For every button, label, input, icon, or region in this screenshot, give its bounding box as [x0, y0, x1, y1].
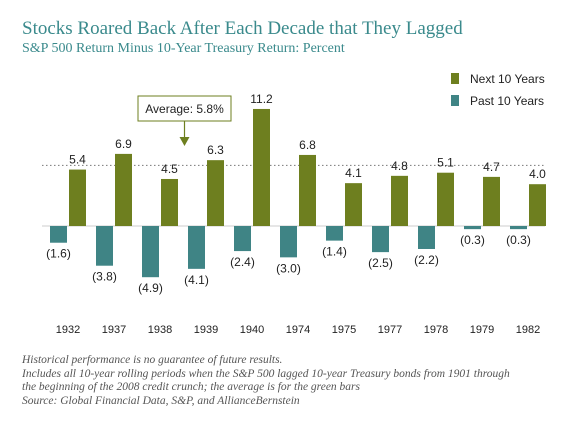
label-next-1974: 6.8	[299, 138, 316, 152]
footnote-method-2: the beginning of the 2008 credit crunch;…	[22, 381, 361, 393]
bar-next-1939	[207, 160, 224, 226]
average-callout-box	[137, 95, 232, 122]
legend-swatch-next	[451, 73, 459, 84]
average-callout-label: Average: 5.8%	[145, 102, 224, 116]
label-next-1932: 5.4	[69, 153, 86, 167]
label-past-1932: (1.6)	[46, 247, 71, 261]
x-tick-1977: 1977	[378, 324, 402, 336]
x-tick-1940: 1940	[240, 324, 264, 336]
x-tick-1982: 1982	[516, 324, 540, 336]
label-past-1938: (4.9)	[138, 281, 163, 295]
chart-title: Stocks Roared Back After Each Decade tha…	[22, 18, 463, 39]
bar-past-1932	[50, 226, 67, 243]
label-next-1977: 4.8	[391, 159, 408, 173]
footnotes: Historical performance is no guarantee o…	[22, 354, 567, 408]
bar-chart: (1.6) 5.4 1932 (3.8) 6.9 1937 (4.9) 4.5 1938 (4.1…	[42, 72, 546, 336]
label-past-1978: (2.2)	[414, 253, 439, 267]
label-past-1979: (0.3)	[460, 233, 485, 247]
bar-past-1975	[326, 226, 343, 241]
bar-past-1982	[510, 226, 527, 230]
bar-next-1938	[161, 178, 178, 226]
bar-past-1937	[96, 226, 113, 266]
label-next-1975: 4.1	[345, 166, 362, 180]
label-past-1939: (4.1)	[184, 273, 209, 287]
x-tick-1939: 1939	[194, 324, 218, 336]
bar-next-1975	[345, 183, 362, 226]
legend-label-past: Past 10 Years	[470, 94, 544, 108]
x-tick-1932: 1932	[56, 324, 80, 336]
label-past-1982: (0.3)	[506, 233, 531, 247]
label-past-1974: (3.0)	[276, 261, 301, 275]
x-tick-1974: 1974	[286, 324, 310, 336]
label-next-1938: 4.5	[161, 162, 178, 176]
bar-next-1940	[253, 108, 270, 226]
bar-past-1978	[418, 226, 435, 249]
label-next-1940: 11.2	[250, 92, 273, 106]
x-tick-1979: 1979	[470, 324, 494, 336]
label-next-1937: 6.9	[115, 137, 132, 151]
bar-next-1977	[391, 175, 408, 226]
bar-past-1974	[280, 226, 297, 258]
label-next-1982: 4.0	[529, 167, 546, 181]
bar-next-1974	[299, 154, 316, 226]
legend-swatch-past	[451, 95, 459, 106]
x-tick-1978: 1978	[424, 324, 448, 336]
footnote-source: Source: Global Financial Data, S&P, and …	[22, 394, 300, 407]
label-past-1940: (2.4)	[230, 255, 255, 269]
footnote-method-1: Includes all 10-year rolling periods whe…	[22, 367, 510, 380]
bar-next-1978	[437, 172, 454, 226]
bar-past-1939	[188, 226, 205, 269]
bar-next-1932	[69, 169, 86, 226]
x-tick-1975: 1975	[332, 324, 356, 336]
label-past-1937: (3.8)	[92, 270, 117, 284]
bar-past-1977	[372, 226, 389, 253]
label-next-1978: 5.1	[437, 156, 454, 170]
legend-label-next: Next 10 Years	[470, 72, 545, 86]
label-past-1977: (2.5)	[368, 256, 393, 270]
bar-past-1979	[464, 226, 481, 230]
label-next-1979: 4.7	[483, 160, 500, 174]
bar-next-1937	[115, 153, 132, 226]
footnote-disclaimer: Historical performance is no guarantee o…	[22, 354, 283, 366]
label-next-1939: 6.3	[207, 143, 224, 157]
bar-past-1938	[142, 226, 159, 278]
average-arrow-head	[179, 137, 190, 146]
x-tick-1937: 1937	[102, 324, 126, 336]
chart-subtitle: S&P 500 Return Minus 10-Year Treasury Re…	[22, 41, 345, 56]
label-past-1975: (1.4)	[322, 245, 347, 259]
bar-next-1979	[483, 176, 500, 226]
bar-past-1940	[234, 226, 251, 252]
bar-next-1982	[529, 184, 546, 226]
x-tick-1938: 1938	[148, 324, 172, 336]
